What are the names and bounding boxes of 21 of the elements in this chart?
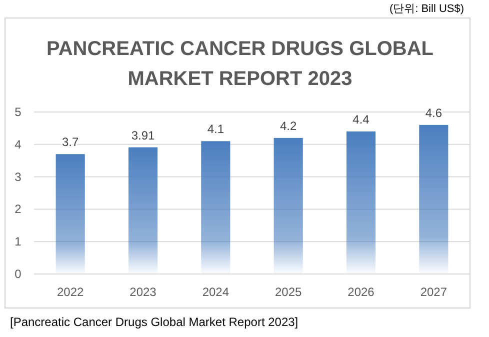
y-tick-label: 5: [14, 105, 22, 119]
data-label: 4.1: [207, 122, 224, 136]
x-tick-label: 2025: [274, 285, 302, 299]
y-tick-label: 2: [14, 202, 22, 216]
x-tick-label: 2026: [348, 285, 375, 299]
x-tick-label: 2027: [420, 285, 448, 299]
text: (단위: Bill US$): [389, 3, 464, 15]
chart-title: PANCREATIC CANCER DRUGS GLOBAL MARKET REPORT 2023: [46, 38, 434, 90]
y-tick-label: 1: [14, 234, 22, 249]
text: [Pancreatic Cancer Drugs Global Market Report 2023]: [10, 315, 298, 329]
x-tick-label: 2022: [56, 285, 84, 299]
data-label: 4.2: [280, 118, 297, 133]
data-label: 3.91: [131, 128, 155, 142]
data-label: 4.6: [425, 106, 442, 120]
data-label: 4.4: [352, 112, 370, 126]
x-tick-label: 2023: [130, 285, 157, 299]
x-tick-label: 2024: [202, 285, 230, 299]
y-tick-label: 4: [14, 137, 22, 152]
y-tick-label: 0: [14, 267, 22, 281]
data-label: 3.7: [62, 135, 79, 150]
y-tick-label: 3: [14, 170, 22, 184]
